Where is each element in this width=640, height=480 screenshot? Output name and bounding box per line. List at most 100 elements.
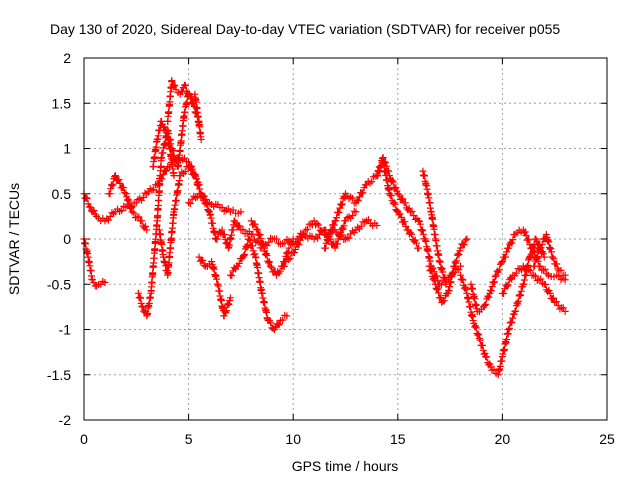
interpolated-points — [140, 307, 150, 316]
interpolated-points — [258, 289, 272, 323]
interpolated-points — [290, 232, 306, 256]
interpolated-points — [153, 154, 165, 222]
series-sat-n — [373, 154, 465, 289]
interpolated-points — [312, 227, 327, 242]
interpolated-points — [537, 235, 549, 252]
interpolated-points — [321, 221, 338, 252]
interpolated-points — [254, 230, 267, 248]
interpolated-points — [186, 90, 196, 107]
series-sat-r — [467, 226, 569, 316]
interpolated-points — [208, 200, 222, 210]
interpolated-points — [436, 258, 449, 286]
data-point — [168, 77, 176, 85]
interpolated-points — [90, 279, 99, 290]
interpolated-points — [343, 207, 358, 222]
interpolated-points — [555, 272, 567, 284]
interpolated-points — [475, 305, 485, 316]
chart-title: Day 130 of 2020, Sidereal Day-to-day VTE… — [50, 21, 560, 37]
interpolated-points — [147, 221, 161, 295]
data-point — [442, 280, 450, 288]
series-sat-o — [419, 167, 450, 288]
interpolated-points — [249, 220, 260, 233]
interpolated-points — [219, 230, 232, 248]
data-point — [415, 244, 423, 252]
interpolated-points — [239, 226, 253, 238]
data-point — [450, 262, 458, 270]
data-point — [457, 271, 465, 279]
y-tick-label: 0.5 — [52, 186, 72, 202]
data-point — [352, 208, 360, 216]
interpolated-points — [343, 227, 358, 242]
data-point — [220, 312, 228, 320]
interpolated-points — [114, 202, 128, 215]
interpolated-points — [532, 272, 546, 287]
interpolated-points — [228, 264, 239, 280]
data-point — [331, 244, 339, 252]
data-point — [195, 117, 203, 125]
data-point — [197, 135, 205, 143]
data-point — [218, 226, 226, 234]
series-sat-s — [498, 262, 569, 315]
interpolated-points — [531, 245, 543, 270]
interpolated-points — [468, 284, 481, 313]
data-point — [189, 99, 197, 107]
data-point — [457, 262, 465, 270]
interpolated-points — [481, 292, 493, 309]
data-point — [266, 262, 274, 270]
data-point — [425, 262, 433, 270]
series-sat-g — [155, 162, 297, 279]
interpolated-points — [547, 273, 558, 281]
data-point — [373, 221, 381, 229]
interpolated-points — [252, 254, 265, 294]
data-point — [86, 203, 94, 211]
interpolated-points — [106, 173, 119, 198]
data-point — [143, 226, 151, 234]
interpolated-points — [395, 191, 407, 203]
interpolated-points — [272, 320, 283, 331]
series-sat-f — [149, 117, 178, 180]
x-tick-label: 5 — [185, 431, 193, 447]
interpolated-points — [499, 330, 512, 358]
data-point — [551, 298, 559, 306]
interpolated-points — [156, 230, 167, 258]
interpolated-points — [428, 211, 439, 239]
y-tick-label: 2 — [63, 50, 71, 66]
interpolated-points — [213, 228, 225, 243]
interpolated-points — [234, 255, 246, 270]
interpolated-points — [422, 237, 435, 270]
data-point — [561, 271, 569, 279]
interpolated-points — [169, 81, 179, 90]
series-sat-t — [530, 230, 569, 279]
interpolated-points — [541, 281, 557, 303]
data-point — [122, 190, 130, 198]
x-axis-label: GPS time / hours — [292, 458, 399, 474]
data-point — [342, 235, 349, 243]
interpolated-points — [134, 189, 149, 204]
interpolated-points — [513, 226, 525, 237]
y-tick-label: 0 — [63, 231, 71, 247]
interpolated-points — [386, 175, 401, 195]
interpolated-points — [158, 120, 168, 132]
data-point — [505, 244, 513, 252]
series-sat-q — [457, 235, 548, 379]
data-point — [498, 258, 506, 266]
interpolated-points — [232, 219, 244, 231]
interpolated-points — [95, 214, 107, 225]
y-tick-label: -1 — [59, 322, 72, 338]
series-sat-j — [226, 235, 291, 333]
data-point — [191, 172, 199, 180]
interpolated-points — [332, 217, 349, 248]
interpolated-points — [177, 84, 187, 96]
series-sat-c — [105, 172, 151, 234]
data-point — [237, 208, 245, 216]
interpolated-points — [401, 199, 413, 214]
interpolated-points — [265, 317, 277, 332]
y-tick-label: -2 — [59, 412, 72, 428]
series-sat-h — [185, 190, 245, 217]
interpolated-points — [166, 145, 178, 177]
interpolated-points — [487, 273, 499, 295]
interpolated-points — [419, 171, 431, 190]
interpolated-points — [451, 247, 464, 267]
series-sat-e — [164, 77, 203, 125]
data-point — [170, 172, 178, 180]
